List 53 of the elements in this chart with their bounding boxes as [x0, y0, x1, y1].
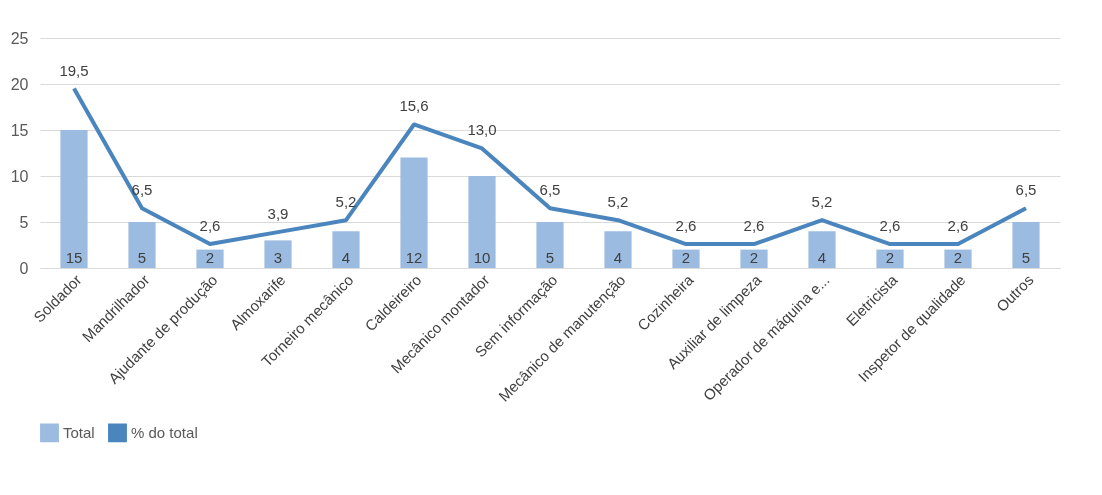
bar — [944, 249, 972, 268]
data-label: 2 — [681, 249, 691, 266]
y-tick-label: 5 — [19, 213, 29, 231]
data-label: 2,6 — [743, 217, 765, 235]
data-label: 19,5 — [59, 61, 89, 79]
data-label: 2,6 — [675, 217, 697, 235]
data-label: 5 — [1021, 249, 1031, 266]
bar — [1012, 222, 1040, 268]
data-label: 6,5 — [539, 181, 561, 199]
data-label: 15 — [65, 249, 83, 266]
data-label: 2 — [953, 249, 963, 266]
data-label: 3,9 — [267, 205, 289, 223]
bar — [536, 222, 564, 268]
data-label: 6,5 — [1015, 181, 1037, 199]
data-label: 5 — [545, 249, 555, 266]
data-label: 12 — [405, 249, 423, 266]
data-label: 6,5 — [131, 181, 153, 199]
bar — [60, 130, 88, 268]
data-label: 10 — [473, 249, 491, 266]
data-label: 15,6 — [399, 97, 429, 115]
data-label: 2,6 — [199, 217, 221, 235]
data-label: 4 — [613, 249, 623, 266]
data-label: 5 — [137, 249, 147, 266]
bar — [332, 231, 360, 268]
data-label: 3 — [273, 249, 283, 266]
bar — [128, 222, 156, 268]
y-tick-label: 25 — [10, 29, 29, 47]
bar — [468, 176, 496, 268]
bar — [672, 249, 700, 268]
y-tick-label: 20 — [10, 75, 29, 93]
bar — [876, 249, 904, 268]
bar — [808, 231, 836, 268]
legend-label: Total — [63, 423, 95, 441]
data-label: 2 — [749, 249, 759, 266]
data-label: 2,6 — [947, 217, 969, 235]
bar — [604, 231, 632, 268]
data-label: 4 — [341, 249, 351, 266]
data-label: 13,0 — [467, 121, 497, 139]
y-tick-label: 15 — [10, 121, 29, 139]
y-tick-label: 0 — [19, 259, 29, 277]
data-label: 5,2 — [607, 193, 629, 211]
data-label: 5,2 — [811, 193, 833, 211]
data-label: 2 — [205, 249, 215, 266]
data-label: 4 — [817, 249, 827, 266]
bar — [196, 249, 224, 268]
bar — [264, 240, 292, 268]
data-label: 2,6 — [879, 217, 901, 235]
data-label: 2 — [885, 249, 895, 266]
legend-label: % do total — [131, 423, 198, 441]
bar — [740, 249, 768, 268]
y-tick-label: 10 — [10, 167, 29, 185]
data-label: 5,2 — [335, 193, 357, 211]
bar — [400, 157, 428, 268]
